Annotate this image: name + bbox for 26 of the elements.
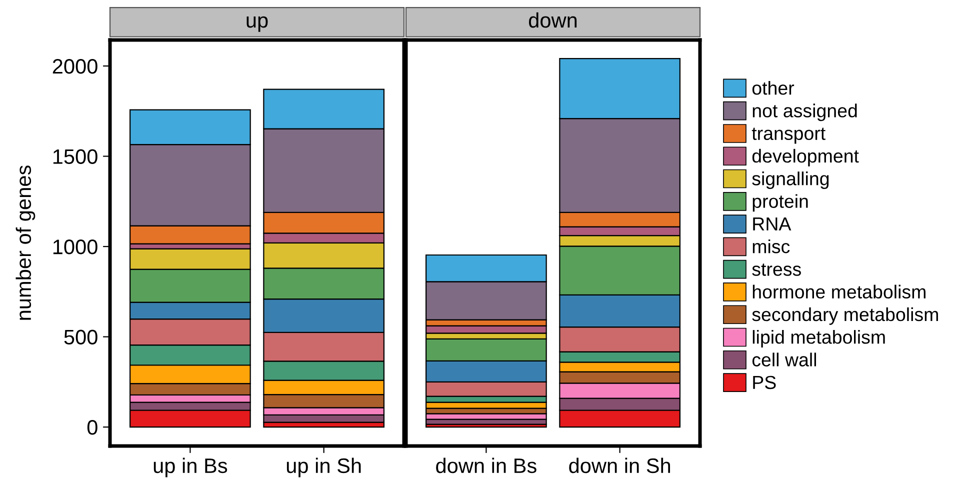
legend-label: stress	[752, 264, 801, 276]
legend-label: transport	[752, 128, 826, 144]
legend-label: not assigned	[752, 104, 857, 122]
legend-label: development	[752, 148, 859, 166]
y-tick-label: 1000	[53, 240, 98, 254]
legend-label: RNA	[753, 218, 792, 230]
y-tick-label: 500	[64, 330, 98, 345]
legend-label: hormone metabolism	[752, 284, 926, 299]
y-tick-label: 0	[87, 420, 98, 435]
x-tick-label: down in Bs	[436, 458, 536, 474]
legend-label: PS	[753, 376, 776, 390]
y-axis-title: number of genes	[16, 166, 36, 320]
x-tick-label: up in Bs	[154, 458, 228, 478]
legend-label: secondary metabolism	[752, 307, 938, 325]
y-tick-label: 2000	[52, 58, 98, 74]
chart-title: up	[246, 16, 268, 32]
legend-label: signalling	[752, 172, 829, 190]
chart-title: down	[528, 12, 577, 28]
legend-label: lipid metabolism	[752, 330, 885, 348]
legend-label: other	[752, 80, 794, 95]
x-tick-label: down in Sh	[569, 458, 670, 474]
x-tick-label: up in Sh	[286, 458, 361, 478]
y-tick-label: 1500	[53, 149, 98, 164]
legend-label: protein	[752, 194, 808, 212]
legend-label: cell wall	[752, 352, 816, 366]
legend-label: misc	[752, 239, 790, 254]
